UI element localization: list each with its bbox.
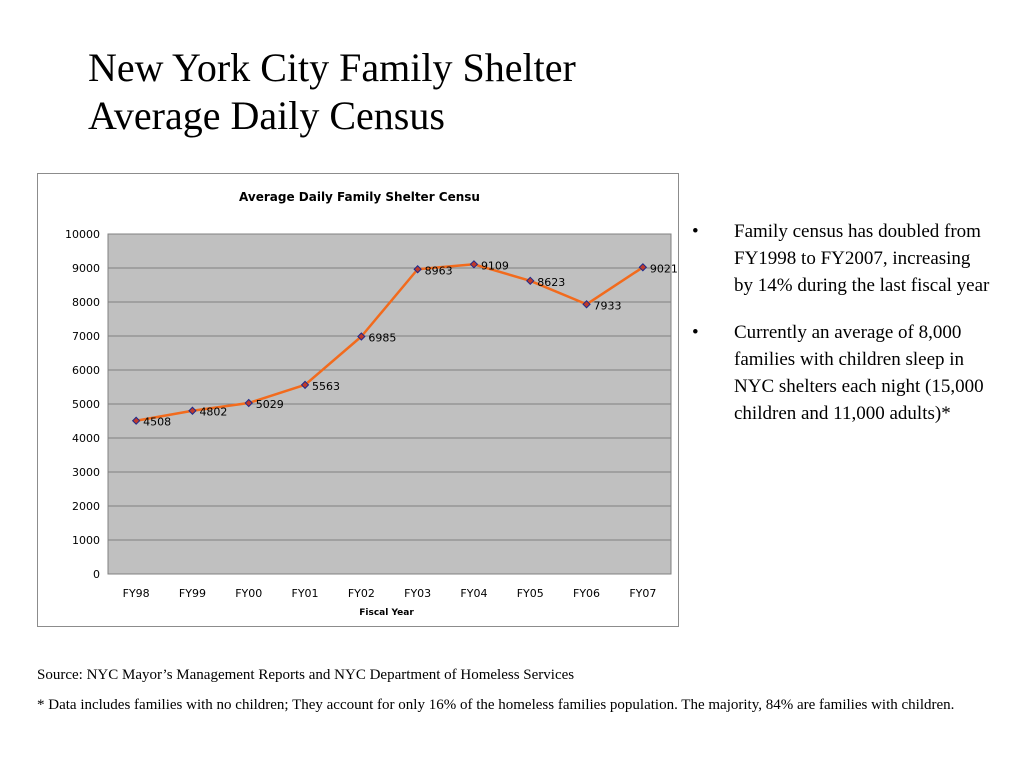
data-point [300, 380, 310, 390]
source-note: Source: NYC Mayor’s Management Reports a… [37, 667, 575, 683]
x-tick-label: FY02 [348, 587, 375, 600]
bullet-item: • Currently an average of 8,000 families… [690, 319, 990, 427]
data-point [526, 276, 535, 286]
title-line-1: New York City Family Shelter [88, 45, 576, 90]
bullet-text: Currently an average of 8,000 families w… [734, 322, 984, 424]
y-tick-label: 9000 [72, 262, 100, 275]
bullet-list: • Family census has doubled from FY1998 … [690, 218, 990, 447]
bullet-item: • Family census has doubled from FY1998 … [690, 218, 990, 299]
x-tick-label: FY99 [179, 587, 206, 600]
data-point [413, 265, 422, 274]
y-tick-label: 1000 [72, 534, 100, 547]
footnote: * Data includes families with no childre… [37, 697, 955, 713]
series-line [135, 263, 644, 422]
x-tick-label: FY03 [404, 587, 431, 600]
x-tick-label: FY06 [573, 587, 600, 600]
chart-title: Average Daily Family Shelter Censu [239, 190, 480, 204]
data-label: 8963 [425, 264, 453, 277]
slide-title: New York City Family Shelter Average Dai… [88, 44, 708, 140]
y-tick-label: 7000 [72, 330, 100, 343]
data-label: 7933 [594, 299, 622, 312]
data-label: 8623 [537, 276, 565, 289]
x-tick-label: FY01 [292, 587, 319, 600]
data-label: 6985 [368, 332, 396, 345]
x-tick-label: FY05 [517, 587, 544, 600]
x-tick-label: FY00 [235, 587, 262, 600]
line-chart: Average Daily Family Shelter Censu 0 1000 2… [65, 190, 678, 618]
chart-container: Average Daily Family Shelter Censu 0 1000 2… [37, 173, 679, 627]
y-tick-label: 3000 [72, 466, 100, 479]
data-label: 5563 [312, 380, 340, 393]
y-tick-label: 8000 [72, 296, 100, 309]
bullet-text: Family census has doubled from FY1998 to… [734, 221, 990, 296]
x-tick-label: FY07 [629, 587, 656, 600]
data-point [469, 260, 479, 269]
x-tick-label: FY04 [460, 587, 487, 600]
title-line-2: Average Daily Census [88, 93, 445, 138]
x-tick-label: FY98 [123, 587, 150, 600]
bullet-icon: • [692, 221, 699, 242]
data-point [244, 398, 253, 408]
data-label: 4802 [199, 406, 227, 419]
data-point [638, 263, 648, 272]
data-label: 5029 [256, 398, 284, 411]
data-point [131, 416, 141, 425]
data-point [357, 332, 366, 341]
y-tick-label: 5000 [72, 398, 100, 411]
data-point [582, 300, 591, 309]
y-tick-label: 6000 [72, 364, 100, 377]
x-axis-label: Fiscal Year [359, 608, 414, 618]
y-tick-label: 10000 [65, 228, 100, 241]
y-tick-label: 2000 [72, 500, 100, 513]
data-point [188, 406, 197, 415]
data-label: 4508 [143, 416, 171, 429]
data-label: 9109 [481, 259, 509, 272]
y-tick-label: 0 [93, 568, 100, 581]
data-label: 9021 [650, 262, 678, 275]
bullet-icon: • [692, 322, 699, 343]
y-tick-label: 4000 [72, 432, 100, 445]
